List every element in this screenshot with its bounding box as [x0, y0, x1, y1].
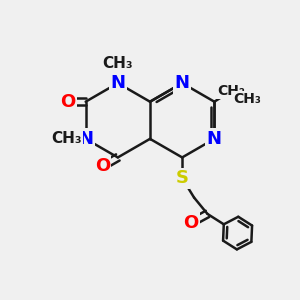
Text: O: O	[60, 93, 75, 111]
Text: CH₂: CH₂	[217, 84, 244, 98]
Text: N: N	[207, 130, 222, 148]
Text: O: O	[95, 157, 110, 175]
Text: N: N	[78, 130, 93, 148]
Text: O: O	[184, 214, 199, 232]
Text: CH₃: CH₃	[103, 56, 133, 71]
Text: N: N	[175, 74, 190, 92]
Text: CH₃: CH₃	[51, 131, 82, 146]
Text: CH₃: CH₃	[233, 92, 261, 106]
Text: N: N	[110, 74, 125, 92]
Text: S: S	[176, 169, 189, 187]
